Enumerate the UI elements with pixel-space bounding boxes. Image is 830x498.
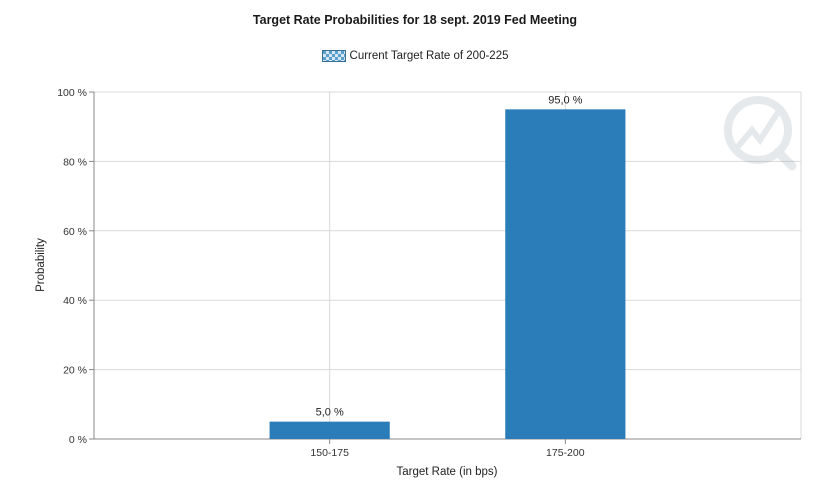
y-tick-label: 80 % [63,156,87,168]
x-axis-title: Target Rate (in bps) [397,466,498,478]
y-tick-label: 100 % [57,87,87,99]
y-tick-label: 40 % [63,295,87,307]
legend-swatch [321,50,346,62]
data-label: 95,0 % [548,94,582,106]
labels-layer: 5,0 % 150-175 95,0 % 175-200 [310,94,584,459]
chart-legend: Current Target Rate of 200-225 [0,50,830,62]
watermark-logo [724,96,797,171]
x-tick-label: 175-200 [546,447,585,459]
bar-150-175 [269,421,390,439]
legend-label: Current Target Rate of 200-225 [349,50,509,62]
x-tick-label: 150-175 [310,447,349,459]
data-label: 5,0 % [316,407,344,419]
y-tick-label: 20 % [63,365,87,377]
y-tick-label: 0 % [69,434,87,446]
bars-layer [269,109,626,439]
grid-layer: 0 % 20 % 40 % 60 % 80 % 100 % [57,87,802,446]
chart-title: Target Rate Probabilities for 18 sept. 2… [252,13,578,27]
y-tick-label: 60 % [63,226,87,238]
y-axis-title: Probability [35,238,47,292]
bar-175-200 [505,109,626,439]
